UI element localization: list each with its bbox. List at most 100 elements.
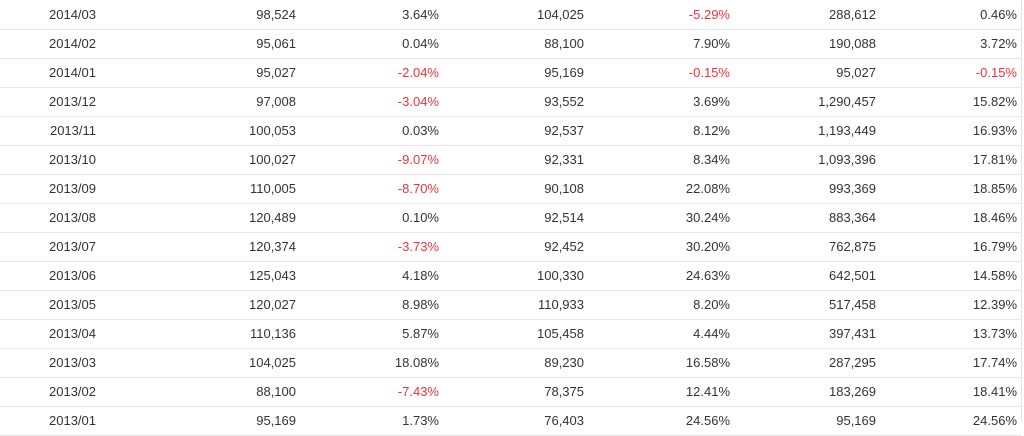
- value-a-cell: 100,053: [110, 116, 300, 146]
- table-row: 2013/07 120,374 -3.73% 92,452 30.20% 762…: [0, 232, 1021, 262]
- value-e-cell: 883,364: [734, 203, 880, 233]
- month-cell: 2013/01: [0, 406, 110, 436]
- value-a-cell: 125,043: [110, 261, 300, 291]
- value-a-cell: 120,027: [110, 290, 300, 320]
- value-c-cell: 100,330: [443, 261, 588, 291]
- month-cell: 2013/11: [0, 116, 110, 146]
- table-row: 2013/11 100,053 0.03% 92,537 8.12% 1,193…: [0, 116, 1021, 146]
- table-row: 2014/02 95,061 0.04% 88,100 7.90% 190,08…: [0, 29, 1021, 59]
- change-b-cell: 1.73%: [300, 406, 443, 436]
- month-cell: 2014/01: [0, 58, 110, 88]
- change-b-cell: -9.07%: [300, 145, 443, 175]
- change-d-cell: 12.41%: [588, 377, 734, 407]
- change-b-cell: 0.03%: [300, 116, 443, 146]
- change-f-cell: 18.85%: [880, 174, 1021, 204]
- month-cell: 2014/03: [0, 0, 110, 30]
- change-b-cell: -2.04%: [300, 58, 443, 88]
- table-row: 2013/09 110,005 -8.70% 90,108 22.08% 993…: [0, 174, 1021, 204]
- table-row: 2013/01 95,169 1.73% 76,403 24.56% 95,16…: [0, 406, 1021, 436]
- value-e-cell: 993,369: [734, 174, 880, 204]
- change-d-cell: 8.12%: [588, 116, 734, 146]
- value-c-cell: 90,108: [443, 174, 588, 204]
- change-d-cell: 4.44%: [588, 319, 734, 349]
- change-b-cell: -3.04%: [300, 87, 443, 117]
- value-a-cell: 120,374: [110, 232, 300, 262]
- value-a-cell: 95,169: [110, 406, 300, 436]
- value-e-cell: 1,093,396: [734, 145, 880, 175]
- change-f-cell: 3.72%: [880, 29, 1021, 59]
- table-row: 2013/03 104,025 18.08% 89,230 16.58% 287…: [0, 348, 1021, 378]
- value-c-cell: 78,375: [443, 377, 588, 407]
- table-row: 2013/02 88,100 -7.43% 78,375 12.41% 183,…: [0, 377, 1021, 407]
- change-f-cell: 16.79%: [880, 232, 1021, 262]
- value-e-cell: 642,501: [734, 261, 880, 291]
- change-d-cell: 30.20%: [588, 232, 734, 262]
- change-f-cell: 13.73%: [880, 319, 1021, 349]
- value-a-cell: 110,136: [110, 319, 300, 349]
- change-d-cell: -5.29%: [588, 0, 734, 30]
- value-c-cell: 88,100: [443, 29, 588, 59]
- table-row: 2013/06 125,043 4.18% 100,330 24.63% 642…: [0, 261, 1021, 291]
- table-row: 2014/01 95,027 -2.04% 95,169 -0.15% 95,0…: [0, 58, 1021, 88]
- value-e-cell: 517,458: [734, 290, 880, 320]
- value-a-cell: 95,061: [110, 29, 300, 59]
- value-c-cell: 92,452: [443, 232, 588, 262]
- change-f-cell: 18.46%: [880, 203, 1021, 233]
- change-f-cell: 12.39%: [880, 290, 1021, 320]
- value-e-cell: 288,612: [734, 0, 880, 30]
- value-a-cell: 104,025: [110, 348, 300, 378]
- value-e-cell: 762,875: [734, 232, 880, 262]
- value-e-cell: 1,193,449: [734, 116, 880, 146]
- change-b-cell: 0.10%: [300, 203, 443, 233]
- value-c-cell: 76,403: [443, 406, 588, 436]
- value-c-cell: 95,169: [443, 58, 588, 88]
- value-e-cell: 95,169: [734, 406, 880, 436]
- change-b-cell: 0.04%: [300, 29, 443, 59]
- value-c-cell: 110,933: [443, 290, 588, 320]
- change-d-cell: 24.56%: [588, 406, 734, 436]
- value-e-cell: 1,290,457: [734, 87, 880, 117]
- change-d-cell: 30.24%: [588, 203, 734, 233]
- month-cell: 2013/08: [0, 203, 110, 233]
- change-d-cell: 24.63%: [588, 261, 734, 291]
- month-cell: 2013/02: [0, 377, 110, 407]
- value-c-cell: 92,331: [443, 145, 588, 175]
- value-c-cell: 92,514: [443, 203, 588, 233]
- table-row: 2013/10 100,027 -9.07% 92,331 8.34% 1,09…: [0, 145, 1021, 175]
- table-row: 2013/12 97,008 -3.04% 93,552 3.69% 1,290…: [0, 87, 1021, 117]
- table-row: 2013/05 120,027 8.98% 110,933 8.20% 517,…: [0, 290, 1021, 320]
- change-b-cell: 5.87%: [300, 319, 443, 349]
- month-cell: 2013/06: [0, 261, 110, 291]
- change-f-cell: 15.82%: [880, 87, 1021, 117]
- value-e-cell: 287,295: [734, 348, 880, 378]
- value-a-cell: 110,005: [110, 174, 300, 204]
- value-a-cell: 98,524: [110, 0, 300, 30]
- change-b-cell: 4.18%: [300, 261, 443, 291]
- value-a-cell: 97,008: [110, 87, 300, 117]
- change-f-cell: 17.74%: [880, 348, 1021, 378]
- change-b-cell: -3.73%: [300, 232, 443, 262]
- change-d-cell: 22.08%: [588, 174, 734, 204]
- value-e-cell: 397,431: [734, 319, 880, 349]
- value-a-cell: 95,027: [110, 58, 300, 88]
- change-f-cell: 18.41%: [880, 377, 1021, 407]
- change-d-cell: 7.90%: [588, 29, 734, 59]
- change-b-cell: -7.43%: [300, 377, 443, 407]
- change-d-cell: 8.34%: [588, 145, 734, 175]
- value-c-cell: 93,552: [443, 87, 588, 117]
- change-b-cell: -8.70%: [300, 174, 443, 204]
- change-f-cell: 16.93%: [880, 116, 1021, 146]
- change-f-cell: 0.46%: [880, 0, 1021, 30]
- value-c-cell: 105,458: [443, 319, 588, 349]
- value-c-cell: 104,025: [443, 0, 588, 30]
- table-row: 2014/03 98,524 3.64% 104,025 -5.29% 288,…: [0, 0, 1021, 30]
- change-b-cell: 8.98%: [300, 290, 443, 320]
- month-cell: 2013/05: [0, 290, 110, 320]
- change-d-cell: -0.15%: [588, 58, 734, 88]
- change-d-cell: 3.69%: [588, 87, 734, 117]
- change-f-cell: 17.81%: [880, 145, 1021, 175]
- value-e-cell: 190,088: [734, 29, 880, 59]
